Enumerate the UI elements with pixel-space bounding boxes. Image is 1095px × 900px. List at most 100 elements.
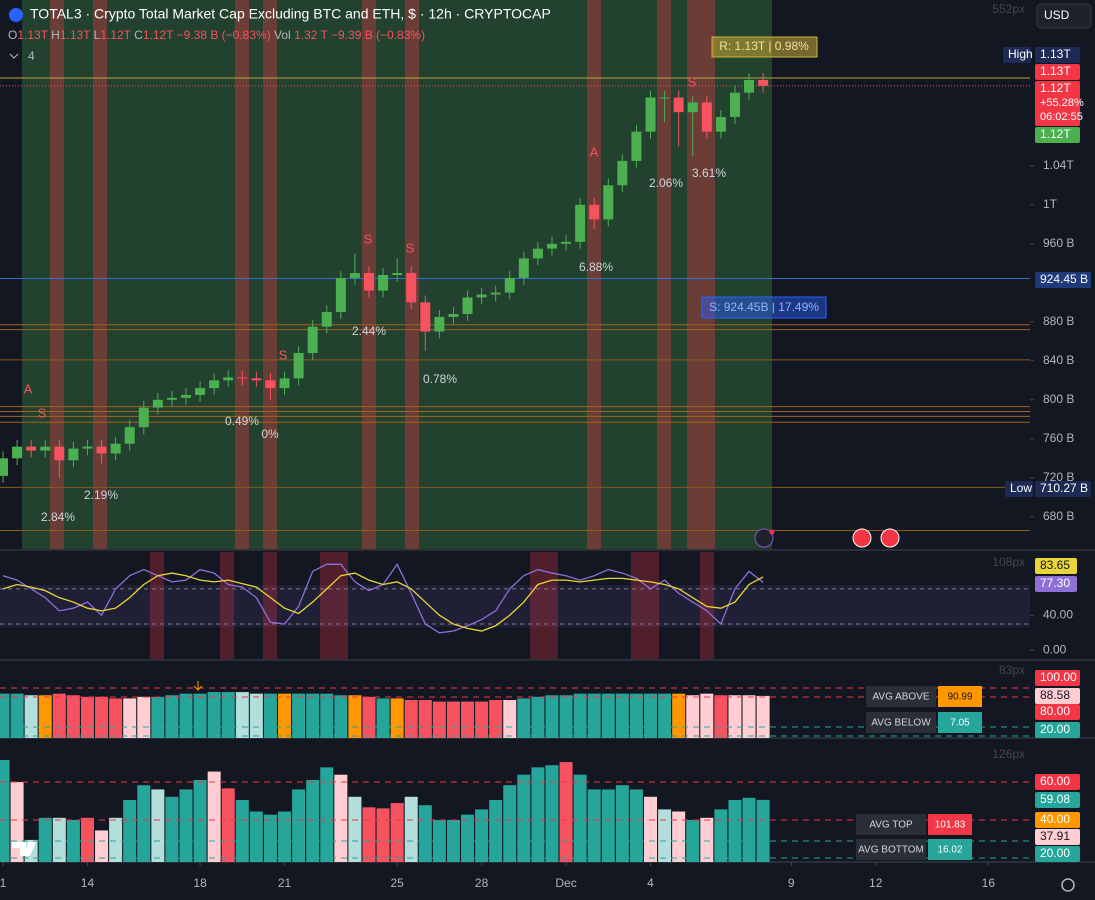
candle-body [0,458,9,476]
x-tick-label: 9 [788,876,795,890]
bar [109,817,123,862]
event-icon[interactable] [754,528,774,548]
bar [404,796,418,862]
tick-badge [1035,774,1080,790]
bar [221,788,235,862]
us-flag-icon[interactable] [880,528,900,548]
bar [587,693,601,738]
candle-body [420,302,431,332]
candle-body [26,446,37,451]
ohlc-line: O1.13T H1.13T L1.12T C1.12T −9.38 B (−0.… [8,28,425,42]
bar [80,817,94,862]
bar [52,817,66,862]
x-tick-label: 12 [869,876,883,890]
candle-body [744,79,755,93]
candle-body [434,316,445,332]
indicator-count[interactable]: 4 [28,49,35,63]
bar [629,693,643,738]
bar [306,693,320,738]
bar [95,830,109,862]
candle-body [124,427,135,444]
candle-body [293,353,304,379]
bar [672,693,686,738]
y-tick-label: 760 B [1043,431,1074,445]
x-tick-label: 14 [81,876,95,890]
bar [24,695,38,738]
tick-badge [1035,722,1080,738]
bar [95,696,109,738]
value-badge: 77.30 [1040,576,1070,590]
avg-label: AVG ABOVE [872,692,929,703]
symbol-icon [9,8,23,22]
osc-band [0,585,1030,627]
candle-body [476,294,487,298]
value-badge-box [1035,792,1080,808]
signal-letter: A [24,381,33,396]
y-tick-label: 840 B [1043,353,1074,367]
candle-body [251,378,262,381]
candle-body [701,102,712,132]
signal-letter: S [38,405,47,420]
bar [165,796,179,862]
candle-body [279,378,290,389]
candle-body [321,312,332,327]
bar [263,814,277,862]
resistance-label: R: 1.13T | 0.98% [719,39,809,53]
signal-band [587,0,601,550]
candle-body [265,380,276,389]
settings-icon[interactable] [1061,878,1075,892]
y-tick-label: 20.00 [1040,722,1070,736]
currency-button[interactable] [1036,3,1092,29]
currency[interactable]: USD [1044,8,1070,22]
bar [559,695,573,738]
candle-body [68,448,79,461]
signal-band [530,552,558,660]
bar [461,814,475,862]
bar [348,796,362,862]
bar [601,789,615,862]
high-value-box [1035,47,1080,63]
bar [334,774,348,862]
candle-body [504,277,515,293]
bar [362,807,376,862]
percent-label: 6.88% [579,260,613,274]
bar [362,696,376,738]
x-tick-label: 28 [475,876,489,890]
avg-value: 7.05 [950,718,970,729]
candle-body [378,275,389,291]
us-flag-icon[interactable] [852,528,872,548]
percent-label: 2.84% [41,510,75,524]
bar [404,700,418,738]
bar [10,693,24,738]
signal-band [150,552,164,660]
last-high: 1.13T [1040,64,1071,78]
collapse-icon[interactable] [9,53,19,59]
countdown: 06:02:55 [1040,111,1083,123]
x-tick-label: 4 [647,876,654,890]
bar [320,767,334,862]
candle-body [406,273,417,303]
candle-body [645,97,656,132]
bar [390,803,404,862]
resistance-box [711,36,818,58]
bar [320,693,334,738]
candle-body [96,446,107,454]
bar [503,785,517,862]
last-price-box [1035,81,1080,126]
value-badge-box [1035,576,1077,592]
bar [390,698,404,738]
bar [376,808,390,862]
bar [475,809,489,862]
candle-body [758,79,769,86]
y-tick-label: 60.00 [1040,774,1070,788]
bar [742,797,756,862]
bar [629,789,643,862]
pane-height: 552px [992,2,1025,16]
candle-body [673,97,684,113]
x-tick-label: 16 [982,876,996,890]
bar [80,696,94,738]
signal-band [235,0,249,550]
bar [235,692,249,738]
signal-band [687,0,715,550]
